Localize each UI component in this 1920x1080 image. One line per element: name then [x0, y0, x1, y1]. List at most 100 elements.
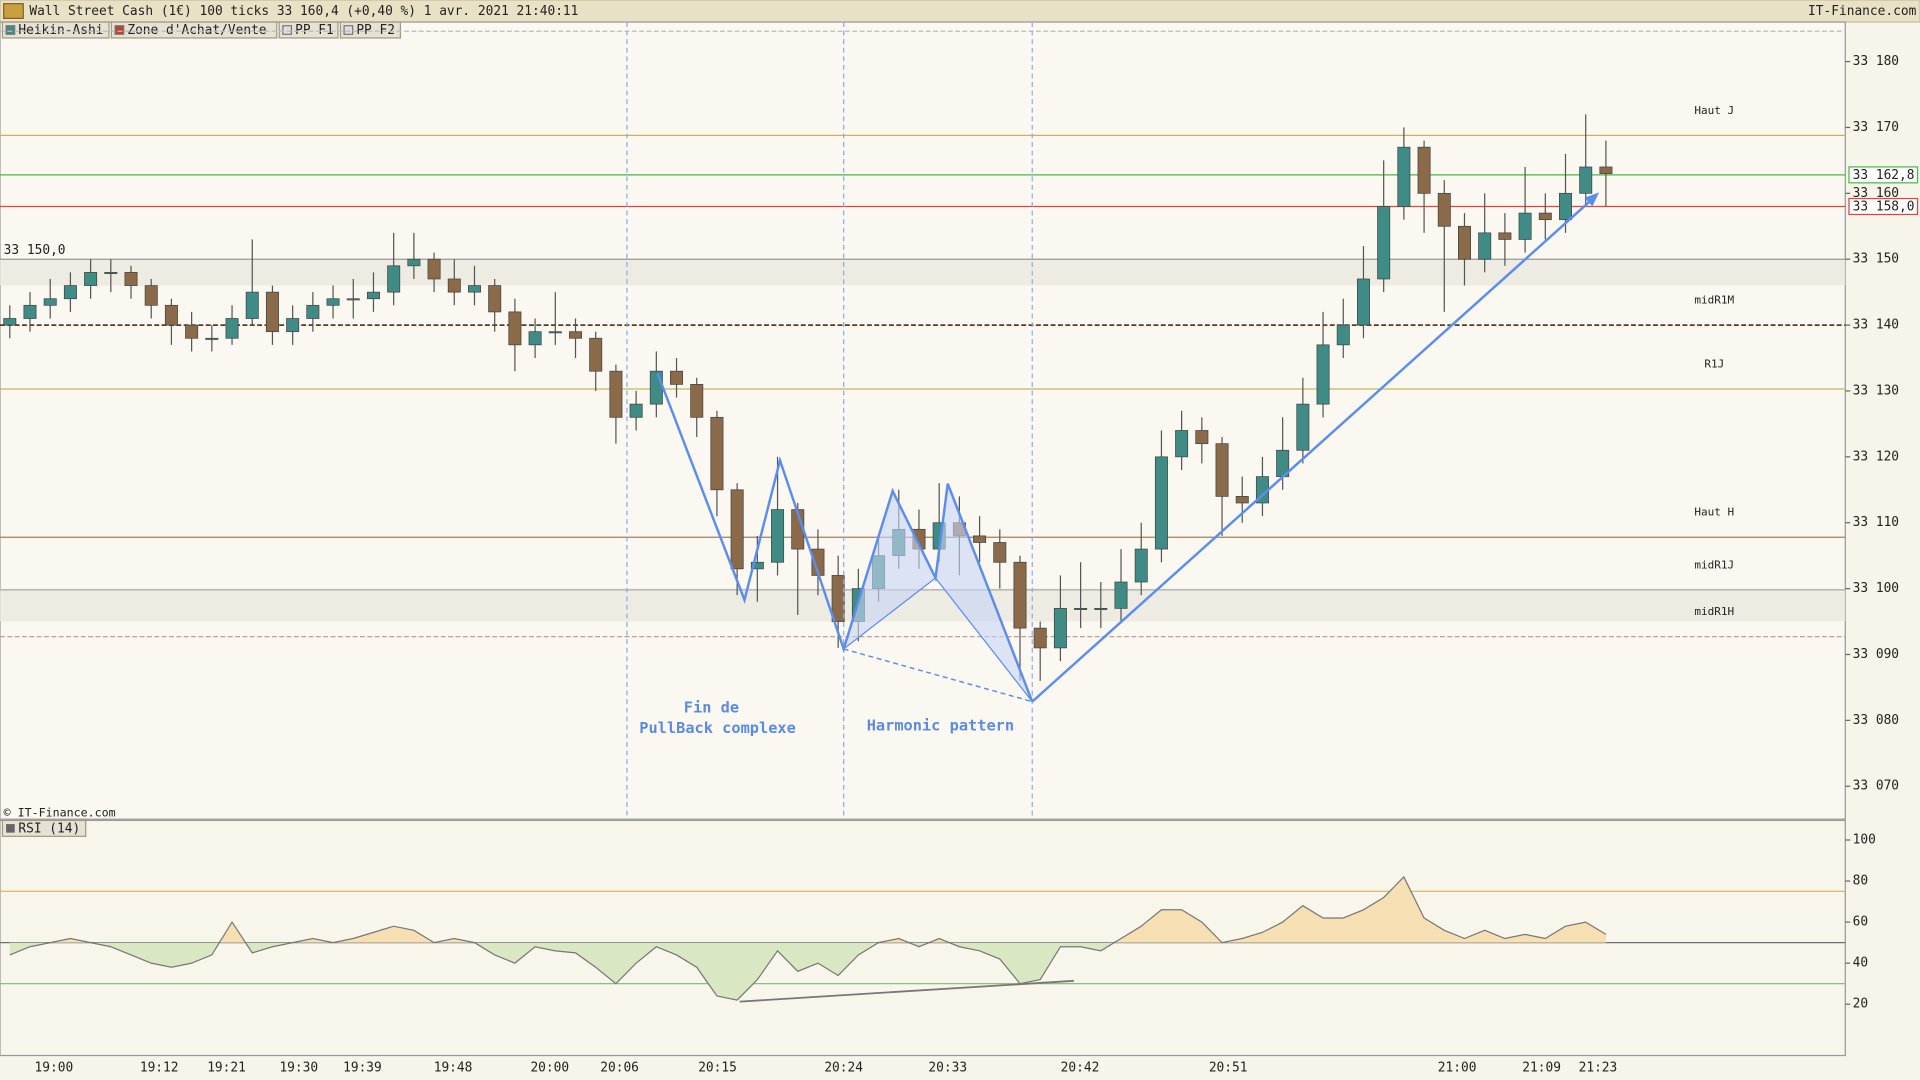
rsi-y-tick-label: 60 [1853, 915, 1868, 930]
rsi-title-box[interactable] [1, 819, 87, 837]
candle-body [1377, 206, 1391, 280]
toolbar-swatch [5, 25, 16, 35]
x-tick-label: 19:30 [279, 1060, 318, 1075]
candle-body [144, 285, 158, 306]
candle-body [1094, 608, 1108, 610]
x-tick-label: 20:15 [698, 1060, 737, 1075]
harmonic-base [843, 648, 1033, 703]
candle-body [43, 298, 57, 306]
trend-arrowhead [1584, 192, 1600, 207]
x-tick-label: 19:00 [35, 1060, 74, 1075]
candle-body [609, 370, 623, 418]
candle-body [1498, 232, 1512, 240]
x-tick-label: 19:21 [207, 1060, 246, 1075]
toolbar-button[interactable] [110, 21, 278, 39]
candle-body [225, 318, 239, 339]
level-label: Haut H [1694, 506, 1734, 519]
x-tick-label: 21:00 [1438, 1060, 1477, 1075]
price-box [1848, 166, 1919, 184]
candle-body [1114, 581, 1128, 609]
candle-body [326, 298, 340, 306]
candle-body [1518, 212, 1532, 240]
main-panel [0, 21, 1846, 820]
toolbar-label: Zone d'Achat/Vente [127, 23, 266, 38]
y-tick-label: 33 130 [1853, 383, 1899, 398]
candle-body [23, 304, 37, 319]
candle-body [771, 509, 785, 563]
candle-body [973, 535, 987, 543]
candle-body [569, 331, 583, 339]
rsi-title: RSI (14) [18, 821, 80, 836]
candle-body [1417, 146, 1431, 194]
candle-body [1195, 430, 1209, 445]
candle-body [1033, 627, 1047, 649]
annotation: PullBack complexe [639, 719, 796, 737]
toolbar-swatch [282, 25, 293, 35]
y-tick-label: 33 170 [1853, 120, 1899, 135]
candle-body [1175, 430, 1189, 458]
candle-body [1397, 146, 1411, 207]
candle-body [407, 258, 421, 267]
y-tick-label: 33 120 [1853, 449, 1899, 464]
zigzag [656, 373, 1034, 703]
candle-body [104, 272, 118, 274]
candle-body [1134, 548, 1148, 583]
candle-body [1458, 225, 1471, 260]
level-label: midR1M [1694, 294, 1734, 307]
candle-body [164, 304, 178, 326]
candle-body [730, 489, 744, 570]
level-label: R1J [1704, 358, 1724, 371]
y-tick-label: 33 090 [1853, 647, 1899, 662]
candle-body [1538, 212, 1552, 221]
y-tick-label: 33 080 [1853, 713, 1899, 728]
candle-body [1074, 608, 1088, 610]
candle-body [468, 285, 481, 293]
candle-body [629, 403, 643, 418]
candle-body [710, 416, 724, 491]
x-tick-label: 20:51 [1209, 1060, 1248, 1075]
candle-body [245, 291, 259, 319]
candle-body [1437, 192, 1451, 227]
rsi-y-tick-label: 100 [1853, 833, 1876, 848]
candle-body [589, 337, 603, 372]
y-tick-label: 33 070 [1853, 779, 1899, 794]
rsi-fill-above [50, 876, 1606, 943]
y-tick-label: 33 160 [1853, 186, 1899, 201]
level-label: midR1H [1694, 605, 1734, 618]
rsi-y-tick-label: 80 [1853, 874, 1868, 889]
candle-body [1478, 232, 1492, 260]
rsi-swatch [6, 824, 15, 833]
annotation: Fin de [684, 698, 739, 716]
toolbar-button[interactable] [339, 21, 402, 39]
toolbar: Heikin-Ashi Zone d'Achat/Vente PP F1 PP F2 [1, 21, 402, 39]
candle-body [1599, 166, 1613, 174]
x-tick-label: 19:39 [343, 1060, 382, 1075]
toolbar-button[interactable] [1, 21, 110, 39]
candle-body [488, 285, 502, 313]
toolbar-button[interactable] [278, 21, 339, 39]
x-tick-label: 20:24 [824, 1060, 863, 1075]
drawings [626, 22, 1600, 1003]
candle-body [1316, 344, 1330, 405]
candle-body [84, 272, 98, 286]
price-band [0, 588, 1846, 622]
y-tick-label: 33 150 [1853, 252, 1899, 267]
toolbar-label: PP F1 [295, 23, 334, 38]
x-tick-label: 20:00 [530, 1060, 569, 1075]
candle-body [1013, 561, 1027, 629]
price-band [0, 259, 1846, 286]
y-tick-label: 33 100 [1853, 581, 1899, 596]
candle-body [1356, 278, 1370, 326]
candle-body [265, 291, 279, 333]
toolbar-swatch [114, 25, 125, 35]
x-tick-label: 20:06 [600, 1060, 639, 1075]
rsi-y-tick-label: 40 [1853, 956, 1868, 971]
price-box-label: 33 158,0 [1853, 200, 1915, 215]
candle-body [1579, 166, 1593, 194]
copyright: © IT-Finance.com [4, 806, 116, 820]
price-box-label: 33 162,8 [1853, 168, 1915, 183]
marks [0, 30, 1851, 1005]
candle-body [63, 285, 77, 300]
candle-body [993, 542, 1007, 563]
